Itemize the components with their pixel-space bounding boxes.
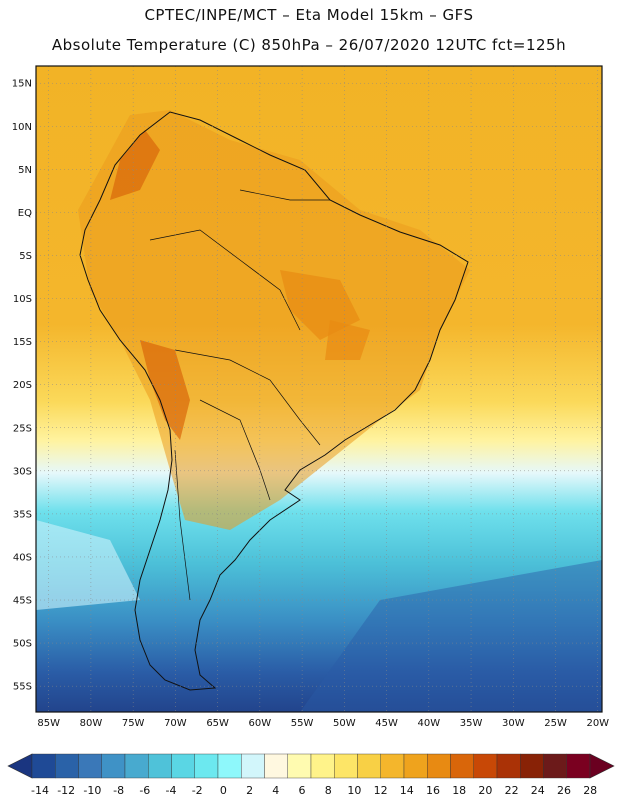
lon-tick-label: 65W bbox=[206, 718, 229, 729]
colorbar-tick-label: -4 bbox=[166, 784, 177, 797]
map-title-line-1: CPTEC/INPE/MCT – Eta Model 15km – GFS bbox=[144, 6, 474, 24]
temperature-field bbox=[36, 66, 602, 712]
colorbar-swatch bbox=[520, 753, 544, 779]
lon-tick-label: 30W bbox=[502, 718, 525, 729]
lon-tick-label: 50W bbox=[333, 718, 356, 729]
lat-tick-label: 30S bbox=[13, 466, 32, 477]
lon-tick-label: 60W bbox=[249, 718, 272, 729]
lat-tick-label: 50S bbox=[13, 639, 32, 650]
lon-tick-label: 45W bbox=[375, 718, 398, 729]
colorbar-labels: -14 -12 -10 -8 -6 -4 -2 0 2 4 6 8 10 12 14 16 18 20 22 24 26… bbox=[31, 784, 597, 797]
latitude-axis: 15N 10N 5N EQ 5S 10S 15S 20S 25S 30S 35S 40S 45S 50S 5… bbox=[12, 79, 32, 693]
lat-tick-label: 5S bbox=[19, 251, 32, 262]
lat-tick-label: 15S bbox=[13, 337, 32, 348]
colorbar-tick-label: 6 bbox=[299, 784, 306, 797]
colorbar-swatch bbox=[78, 753, 102, 779]
lat-tick-label: EQ bbox=[18, 208, 32, 219]
colorbar-tick-label: -6 bbox=[139, 784, 150, 797]
colorbar-tick-label: 28 bbox=[583, 784, 597, 797]
colorbar bbox=[7, 753, 615, 779]
colorbar-tick-label: -14 bbox=[31, 784, 49, 797]
map-frame bbox=[35, 65, 603, 713]
colorbar-swatch bbox=[194, 753, 219, 779]
lon-tick-label: 80W bbox=[80, 718, 103, 729]
lat-tick-label: 15N bbox=[12, 79, 32, 90]
colorbar-swatch bbox=[171, 753, 195, 779]
colorbar-overflow-arrow bbox=[589, 753, 615, 779]
lon-tick-label: 55W bbox=[291, 718, 314, 729]
colorbar-swatch bbox=[403, 753, 428, 779]
colorbar-swatch bbox=[124, 753, 149, 779]
colorbar-tick-label: 16 bbox=[426, 784, 440, 797]
colorbar-swatch bbox=[566, 753, 591, 779]
lat-tick-label: 55S bbox=[13, 682, 32, 693]
lat-tick-label: 20S bbox=[13, 380, 32, 391]
colorbar-swatch bbox=[310, 753, 335, 779]
lon-tick-label: 20W bbox=[586, 718, 609, 729]
colorbar-tick-label: 8 bbox=[325, 784, 332, 797]
lon-tick-label: 25W bbox=[544, 718, 567, 729]
colorbar-tick-label: 14 bbox=[400, 784, 414, 797]
colorbar-swatch bbox=[287, 753, 312, 779]
colorbar-swatch bbox=[473, 753, 498, 779]
lat-tick-label: 45S bbox=[13, 596, 32, 607]
longitude-axis: 85W 80W 75W 70W 65W 60W 55W 50W 45W 40W 35W 30W 25W 2… bbox=[37, 718, 609, 729]
colorbar-swatch bbox=[496, 753, 521, 779]
colorbar-underflow-arrow bbox=[7, 753, 33, 779]
colorbar-swatch bbox=[334, 753, 358, 779]
colorbar-swatch bbox=[450, 753, 474, 779]
colorbar-tick-label: -10 bbox=[83, 784, 101, 797]
lat-tick-label: 40S bbox=[13, 552, 32, 563]
lat-tick-label: 10N bbox=[12, 122, 32, 133]
colorbar-swatch bbox=[357, 753, 381, 779]
colorbar-swatch bbox=[31, 753, 56, 779]
lon-tick-label: 75W bbox=[122, 718, 145, 729]
lat-tick-label: 5N bbox=[18, 165, 32, 176]
colorbar-swatch bbox=[217, 753, 242, 779]
lat-tick-label: 10S bbox=[13, 294, 32, 305]
colorbar-tick-label: 0 bbox=[220, 784, 227, 797]
lon-tick-label: 85W bbox=[37, 718, 60, 729]
map-title-line-2: Absolute Temperature (C) 850hPa – 26/07/… bbox=[51, 36, 567, 54]
colorbar-swatch bbox=[543, 753, 567, 779]
colorbar-tick-label: 2 bbox=[246, 784, 253, 797]
colorbar-tick-label: 24 bbox=[531, 784, 545, 797]
colorbar-swatch bbox=[427, 753, 451, 779]
colorbar-swatch bbox=[264, 753, 288, 779]
lat-tick-label: 25S bbox=[13, 423, 32, 434]
colorbar-tick-label: 4 bbox=[272, 784, 279, 797]
colorbar-tick-label: -8 bbox=[113, 784, 124, 797]
colorbar-swatch bbox=[101, 753, 126, 779]
colorbar-tick-label: -12 bbox=[57, 784, 75, 797]
lon-tick-label: 35W bbox=[460, 718, 483, 729]
colorbar-swatch bbox=[241, 753, 265, 779]
colorbar-tick-label: 10 bbox=[347, 784, 361, 797]
colorbar-tick-label: 20 bbox=[478, 784, 492, 797]
colorbar-swatch bbox=[380, 753, 405, 779]
colorbar-tick-label: 26 bbox=[557, 784, 571, 797]
lon-tick-label: 40W bbox=[418, 718, 441, 729]
colorbar-tick-label: 22 bbox=[505, 784, 519, 797]
colorbar-tick-label: 12 bbox=[374, 784, 388, 797]
colorbar-swatch bbox=[55, 753, 79, 779]
lat-tick-label: 35S bbox=[13, 509, 32, 520]
colorbar-swatch bbox=[148, 753, 172, 779]
colorbar-tick-label: 18 bbox=[452, 784, 466, 797]
lon-tick-label: 70W bbox=[164, 718, 187, 729]
colorbar-tick-label: -2 bbox=[192, 784, 203, 797]
